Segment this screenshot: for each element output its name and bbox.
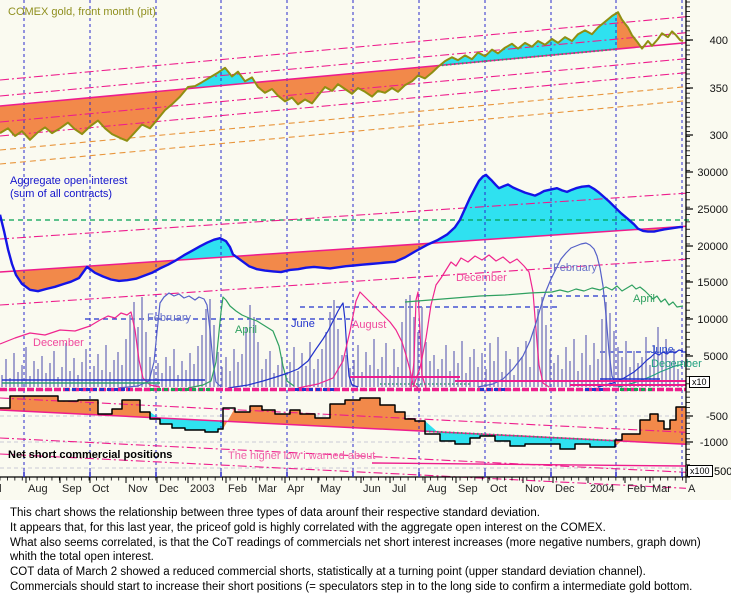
svg-text:Mar: Mar: [652, 483, 671, 495]
svg-text:Jul: Jul: [392, 483, 406, 495]
svg-text:2003: 2003: [190, 483, 214, 495]
svg-text:Sep: Sep: [458, 483, 478, 495]
svg-text:Dec: Dec: [159, 483, 179, 495]
cot-axis-500-label: 500: [714, 466, 731, 478]
price-axis-multiplier: x10: [689, 376, 710, 388]
cot-axis-multiplier: x100: [687, 465, 713, 477]
svg-text:15000: 15000: [697, 277, 728, 289]
svg-text:-1000: -1000: [700, 437, 728, 449]
svg-text:Mar: Mar: [258, 483, 277, 495]
svg-text:300: 300: [710, 130, 728, 142]
contract-label-jun04: June: [650, 344, 674, 356]
contract-label-aug03: August: [352, 319, 387, 331]
svg-text:5000: 5000: [704, 351, 728, 363]
aggregate-oi-label-line2: (sum of all contracts): [10, 188, 113, 200]
commentary-line: COT data of March 2 showed a reduced com…: [10, 566, 646, 579]
net-short-label: Net short commercial positions: [8, 449, 173, 461]
commentary-line: It appears that, for this last year, the…: [10, 521, 606, 534]
higher-low-annotation: The higher low i warned about: [228, 450, 376, 462]
svg-text:Aug: Aug: [427, 483, 447, 495]
svg-text:ul: ul: [0, 483, 2, 495]
svg-text:A: A: [688, 483, 696, 495]
svg-text:30000: 30000: [697, 167, 728, 179]
svg-text:Feb: Feb: [228, 483, 247, 495]
commentary-line: Commercials should start to increase the…: [10, 580, 693, 593]
contract-label-feb04: February: [553, 262, 598, 274]
svg-text:Aug: Aug: [28, 483, 48, 495]
svg-text:400: 400: [710, 35, 728, 47]
commentary-line: This chart shows the relationship betwee…: [10, 507, 540, 519]
svg-text:Nov: Nov: [128, 483, 148, 495]
commentary-line: whith the total open interest.: [10, 551, 154, 564]
svg-text:20000: 20000: [697, 241, 728, 253]
svg-text:Oct: Oct: [490, 483, 507, 495]
chart-canvas: 400 350 300 30000 25000 20000 15000 10000 5000 -5…: [0, 0, 731, 500]
chart-title: COMEX gold, front month (pit): [8, 6, 156, 18]
svg-text:2004: 2004: [590, 483, 614, 495]
svg-text:Jun: Jun: [363, 483, 381, 495]
contract-label-apr03: April: [235, 324, 258, 336]
svg-text:350: 350: [710, 83, 728, 95]
svg-text:Nov: Nov: [525, 483, 545, 495]
svg-text:Sep: Sep: [62, 483, 82, 495]
contract-label-dec04: December: [651, 358, 702, 370]
svg-text:Feb: Feb: [627, 483, 646, 495]
contract-label-jun03: June: [291, 318, 315, 330]
contract-label-dec02: December: [33, 337, 84, 349]
contract-label-apr04: April: [633, 293, 656, 305]
svg-text:Dec: Dec: [555, 483, 575, 495]
aggregate-oi-label-line1: Aggregate open interest: [10, 175, 128, 187]
svg-text:May: May: [320, 483, 341, 495]
svg-text:Apr: Apr: [287, 483, 304, 495]
svg-text:-500: -500: [706, 411, 728, 423]
contract-label-dec03: December: [456, 272, 507, 284]
svg-text:10000: 10000: [697, 314, 728, 326]
svg-text:Oct: Oct: [92, 483, 109, 495]
commentary-text: This chart shows the relationship betwee…: [10, 506, 725, 595]
commentary-line: What also seems correlated, is that the …: [10, 536, 701, 549]
contract-label-feb03: February: [147, 312, 192, 324]
svg-text:25000: 25000: [697, 204, 728, 216]
